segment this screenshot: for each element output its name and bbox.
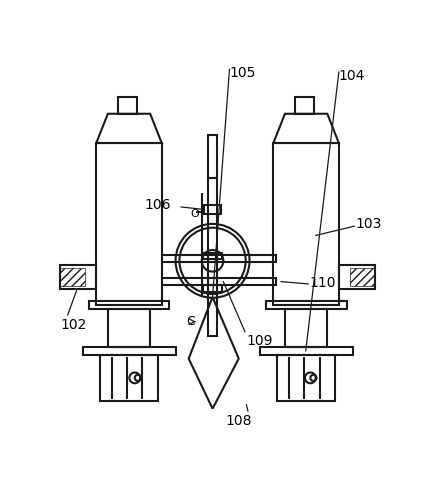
Bar bbox=[285, 309, 327, 347]
Bar bbox=[208, 178, 217, 335]
Text: 104: 104 bbox=[339, 69, 365, 83]
Bar bbox=[208, 135, 217, 178]
Bar bbox=[108, 309, 150, 347]
Bar bbox=[260, 347, 353, 355]
Bar bbox=[60, 268, 85, 286]
Text: C: C bbox=[187, 315, 195, 328]
Text: 105: 105 bbox=[230, 66, 256, 80]
Bar bbox=[162, 255, 276, 262]
Bar bbox=[118, 97, 137, 114]
Text: O: O bbox=[190, 209, 199, 219]
Bar bbox=[339, 265, 375, 289]
Bar bbox=[277, 355, 335, 401]
Text: 109: 109 bbox=[247, 334, 273, 348]
Bar bbox=[60, 265, 96, 289]
Bar bbox=[273, 143, 339, 305]
Bar bbox=[203, 253, 222, 260]
Bar bbox=[96, 143, 162, 305]
Text: 103: 103 bbox=[356, 217, 382, 231]
Bar bbox=[350, 268, 375, 286]
Bar bbox=[100, 355, 158, 401]
Text: 102: 102 bbox=[60, 318, 86, 332]
Text: 108: 108 bbox=[225, 414, 252, 428]
Bar bbox=[83, 347, 176, 355]
Bar bbox=[295, 97, 314, 114]
Bar bbox=[204, 205, 221, 214]
Bar bbox=[162, 278, 276, 285]
Bar bbox=[203, 285, 222, 292]
Text: 106: 106 bbox=[145, 198, 171, 212]
Text: 110: 110 bbox=[310, 276, 336, 290]
Bar bbox=[266, 301, 346, 309]
Bar bbox=[88, 301, 170, 309]
